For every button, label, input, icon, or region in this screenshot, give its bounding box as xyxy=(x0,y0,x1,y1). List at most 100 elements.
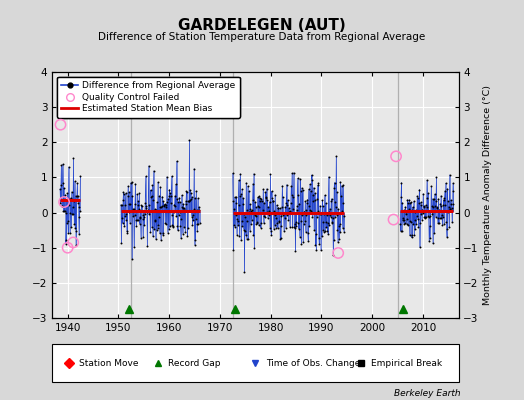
Point xyxy=(337,193,345,200)
Point xyxy=(232,200,240,206)
Point xyxy=(246,206,255,212)
Point xyxy=(312,247,321,253)
Point xyxy=(401,204,409,210)
Point xyxy=(271,212,280,218)
Point xyxy=(320,229,328,235)
Point xyxy=(118,220,127,226)
Point xyxy=(185,198,193,205)
Point xyxy=(392,153,400,160)
Point xyxy=(122,190,130,196)
Point xyxy=(243,236,251,242)
Point xyxy=(276,235,285,242)
Point xyxy=(58,202,66,209)
Point xyxy=(131,181,139,187)
Point xyxy=(179,200,188,207)
Point xyxy=(155,214,163,220)
Point xyxy=(126,220,134,226)
Point xyxy=(281,215,289,221)
Point xyxy=(185,197,194,204)
Point xyxy=(422,214,430,220)
Point xyxy=(269,210,278,216)
Point xyxy=(398,228,406,235)
Point xyxy=(311,242,320,248)
Point xyxy=(156,230,164,236)
Point xyxy=(252,213,260,220)
Point xyxy=(408,207,417,213)
Point xyxy=(409,204,417,210)
Point xyxy=(399,216,408,223)
Point xyxy=(430,196,438,203)
Point xyxy=(418,216,426,223)
Point xyxy=(279,210,288,216)
Point xyxy=(414,224,423,231)
Point xyxy=(232,194,241,200)
Point xyxy=(163,229,172,236)
Point xyxy=(125,189,133,196)
Point xyxy=(270,226,278,232)
Point xyxy=(156,204,164,210)
Point xyxy=(401,220,409,226)
Point xyxy=(441,188,449,194)
Point xyxy=(70,197,78,204)
Point xyxy=(402,211,410,218)
Point xyxy=(301,229,310,235)
Point xyxy=(416,244,424,250)
Point xyxy=(138,208,146,214)
Point xyxy=(240,210,248,217)
Point xyxy=(282,181,291,188)
Point xyxy=(174,212,183,218)
Point xyxy=(166,190,174,196)
Point xyxy=(66,210,74,216)
Point xyxy=(436,203,445,209)
Point xyxy=(59,208,68,214)
Point xyxy=(320,210,329,217)
Point xyxy=(171,207,180,214)
Point xyxy=(288,223,297,230)
Point xyxy=(190,165,198,172)
Point xyxy=(281,224,290,231)
Point xyxy=(340,213,348,219)
Point xyxy=(445,172,454,178)
Point xyxy=(324,231,332,238)
Point xyxy=(162,221,171,227)
Point xyxy=(58,202,67,209)
Point xyxy=(429,240,437,247)
Point xyxy=(420,214,429,220)
Point xyxy=(250,245,258,252)
Point xyxy=(69,155,78,161)
Point xyxy=(329,252,337,258)
Point xyxy=(406,217,414,224)
Point xyxy=(441,202,450,208)
Point xyxy=(321,227,330,234)
Point xyxy=(234,218,242,224)
Point xyxy=(412,207,420,213)
Point xyxy=(405,196,413,203)
Point xyxy=(333,212,341,218)
Point xyxy=(282,200,290,206)
Point xyxy=(260,199,268,206)
Point xyxy=(325,222,334,228)
Point xyxy=(141,200,149,207)
Point xyxy=(438,212,446,218)
Point xyxy=(169,224,177,230)
Point xyxy=(145,202,154,208)
Point xyxy=(397,194,405,200)
Point xyxy=(134,198,143,205)
Point xyxy=(123,228,131,234)
Point xyxy=(438,215,446,222)
Point xyxy=(56,122,64,128)
Point xyxy=(283,202,291,208)
Point xyxy=(168,212,176,218)
Point xyxy=(140,210,149,217)
Point xyxy=(148,224,156,231)
Point xyxy=(261,194,270,201)
Point xyxy=(427,207,435,214)
Point xyxy=(175,194,183,201)
Point xyxy=(61,208,69,214)
Point xyxy=(231,224,239,230)
Point xyxy=(303,196,312,203)
Point xyxy=(250,212,259,218)
Point xyxy=(133,202,141,208)
Point xyxy=(407,199,415,206)
Point xyxy=(264,204,272,210)
